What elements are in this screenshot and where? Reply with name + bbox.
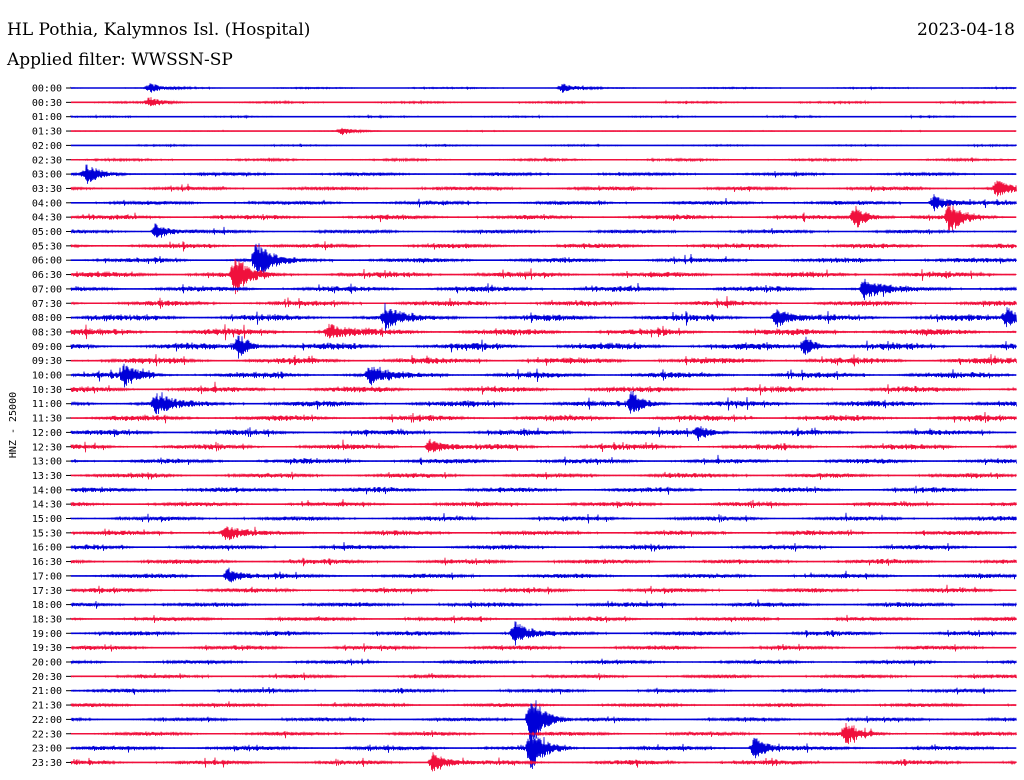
row-time-label: 09:00 [32, 342, 62, 353]
row-time-label: 14:00 [32, 485, 62, 496]
row-time-label: 16:30 [32, 557, 62, 568]
y-axis-label: HNZ - 25000 [8, 392, 19, 458]
trace-row-1700 [70, 567, 1017, 583]
tick-label-group: 00:00 00:30 01:00 01:30 02:00 02:30 03:00 03:30… [32, 84, 71, 769]
row-time-label: 10:00 [32, 371, 62, 382]
trace-row-0500 [70, 223, 1017, 238]
row-time-label: 19:00 [32, 629, 62, 640]
row-time-label: 15:30 [32, 528, 62, 539]
row-time-label: 03:00 [32, 170, 62, 181]
row-time-label: 23:00 [32, 744, 62, 755]
row-time-label: 07:30 [32, 299, 62, 310]
row-time-label: 10:30 [32, 385, 62, 396]
row-time-label: 18:30 [32, 614, 62, 625]
row-time-label: 04:00 [32, 198, 62, 209]
row-time-label: 02:00 [32, 141, 62, 152]
trace-row-1200 [70, 426, 1017, 442]
row-time-label: 09:30 [32, 356, 62, 367]
row-time-label: 18:00 [32, 600, 62, 611]
row-time-label: 01:00 [32, 112, 62, 123]
row-time-label: 04:30 [32, 213, 62, 224]
row-time-label: 13:30 [32, 471, 62, 482]
row-time-label: 12:30 [32, 442, 62, 453]
trace-group [70, 83, 1017, 772]
row-time-label: 00:00 [32, 84, 62, 95]
row-time-label: 16:00 [32, 543, 62, 554]
row-time-label: 15:00 [32, 514, 62, 525]
row-time-label: 19:30 [32, 643, 62, 654]
trace-row-0600 [70, 243, 1017, 276]
row-time-label: 20:00 [32, 658, 62, 669]
row-time-label: 05:00 [32, 227, 62, 238]
row-time-label: 14:30 [32, 500, 62, 511]
row-time-label: 11:30 [32, 414, 62, 425]
row-time-label: 06:00 [32, 256, 62, 267]
row-time-label: 17:00 [32, 571, 62, 582]
filter-label: Applied filter: WWSSN-SP [7, 50, 233, 70]
row-time-label: 01:30 [32, 127, 62, 138]
row-time-label: 22:00 [32, 715, 62, 726]
row-time-label: 05:30 [32, 241, 62, 252]
row-time-label: 12:00 [32, 428, 62, 439]
row-time-label: 08:30 [32, 327, 62, 338]
row-time-label: 22:30 [32, 729, 62, 740]
trace-row-1100 [70, 390, 1017, 415]
date-label: 2023-04-18 [916, 20, 1015, 40]
row-time-label: 17:30 [32, 586, 62, 597]
trace-row-0900 [70, 335, 1017, 359]
trace-row-1300 [70, 454, 1017, 466]
row-time-label: 06:30 [32, 270, 62, 281]
row-time-label: 03:30 [32, 184, 62, 195]
row-time-label: 13:00 [32, 457, 62, 468]
row-time-label: 21:30 [32, 701, 62, 712]
row-time-label: 11:00 [32, 399, 62, 410]
row-time-label: 23:30 [32, 758, 62, 769]
row-time-label: 20:30 [32, 672, 62, 683]
trace-row-0730 [70, 296, 1017, 309]
station-title: HL Pothia, Kalymnos Isl. (Hospital) [7, 20, 311, 40]
row-time-label: 02:30 [32, 155, 62, 166]
row-time-label: 07:00 [32, 284, 62, 295]
row-time-label: 21:00 [32, 686, 62, 697]
row-time-label: 08:00 [32, 313, 62, 324]
trace-row-1230 [70, 438, 1017, 453]
row-time-label: 00:30 [32, 98, 62, 109]
